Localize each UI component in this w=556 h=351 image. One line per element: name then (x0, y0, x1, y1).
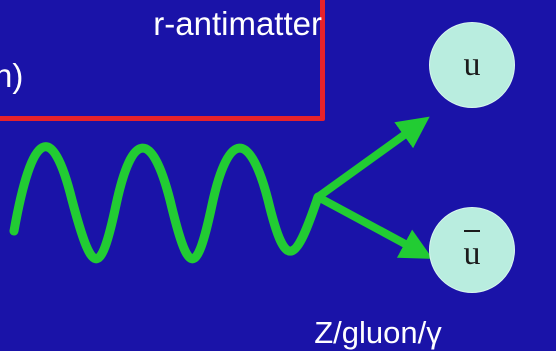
box-text-line-1: r-antimatter (153, 5, 322, 42)
box-text-line-2: n) (0, 57, 24, 94)
up-quark-circle: u (429, 22, 515, 108)
boson-wave-line (9, 142, 323, 264)
up-quark-label: u (463, 46, 481, 83)
arrow-to-u (314, 116, 430, 201)
text-box (0, 0, 325, 121)
arrow-to-u-bar (314, 193, 433, 259)
mediator-label: Z/gluon/γ (314, 315, 442, 350)
anti-up-quark-label: u (463, 235, 481, 272)
anti-up-quark-circle: u (429, 207, 515, 293)
antiparticle-overbar (464, 230, 480, 232)
